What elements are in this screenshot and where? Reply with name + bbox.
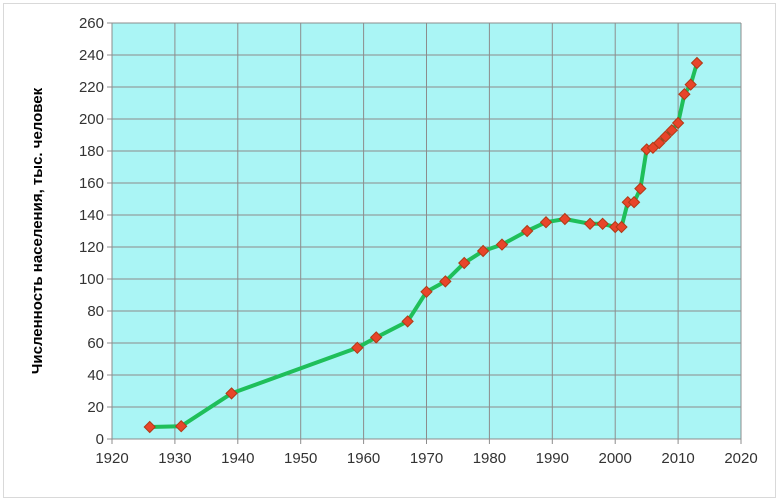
data-point-marker (690, 56, 704, 70)
y-tick-label: 260 (79, 15, 104, 32)
data-point-marker (174, 419, 188, 433)
y-tick-label: 220 (79, 79, 104, 96)
x-tick-label: 2010 (661, 450, 694, 467)
data-point-marker (225, 387, 238, 400)
data-point-marker (420, 285, 433, 299)
data-point-marker (476, 244, 490, 258)
data-point-marker (439, 275, 452, 288)
data-point-marker (678, 87, 691, 101)
data-point-marker (615, 220, 628, 234)
x-tick-label: 1970 (410, 450, 443, 467)
data-point-marker (627, 195, 641, 209)
data-point-marker (596, 217, 609, 231)
y-tick-label: 0 (96, 431, 104, 448)
y-tick-label: 80 (87, 303, 104, 320)
y-tick-label: 140 (79, 207, 104, 224)
data-point-marker (520, 224, 534, 238)
x-tick-label: 2000 (599, 450, 632, 467)
data-point-marker (495, 238, 509, 251)
y-tick-label: 180 (79, 143, 104, 160)
y-tick-label: 240 (79, 47, 104, 64)
y-tick-label: 200 (79, 111, 104, 128)
chart-frame: 0 20 40 60 80 100 120 140 160 180 200 220 240 260 192… (3, 3, 776, 498)
data-point-marker (539, 215, 553, 229)
data-point-marker (684, 78, 697, 91)
y-tick-label: 60 (87, 335, 104, 352)
y-tick-label: 40 (87, 367, 104, 384)
data-point-marker (558, 212, 572, 226)
x-tick-label: 1960 (347, 450, 380, 467)
x-tick-label: 1990 (536, 450, 569, 467)
y-tick-label: 100 (79, 271, 104, 288)
x-tick-label: 1950 (284, 450, 317, 467)
y-tick-label: 20 (87, 399, 104, 416)
population-line-chart: 0 20 40 60 80 100 120 140 160 180 200 220 240 260 192… (29, 15, 758, 467)
data-point-marker (458, 256, 471, 270)
x-tick-label: 1940 (221, 450, 254, 467)
y-tick-label: 160 (79, 175, 104, 192)
data-point-marker (401, 315, 414, 328)
data-point-marker (143, 420, 156, 434)
x-tick-label: 1980 (473, 450, 506, 467)
data-point-marker (583, 217, 597, 231)
data-point-marker (659, 130, 672, 143)
x-axis-tick-labels: 1920 1930 1940 1950 1960 1970 1980 1990 2000 2010… (95, 450, 757, 467)
y-tick-label: 120 (79, 239, 104, 256)
x-tick-label: 1930 (158, 450, 191, 467)
data-point-marker (369, 331, 383, 344)
x-tick-label: 1920 (95, 450, 128, 467)
data-series (143, 56, 704, 434)
data-point-marker (351, 341, 364, 355)
x-tick-label: 2020 (724, 450, 757, 467)
y-axis-tick-labels: 0 20 40 60 80 100 120 140 160 180 200 220 240 260 (79, 15, 104, 448)
data-point-marker (653, 136, 666, 150)
data-point-marker (634, 182, 647, 195)
data-point-marker (665, 123, 679, 137)
y-axis-label: Численность населения, тыс. человек (29, 87, 46, 374)
data-point-marker (671, 116, 685, 130)
